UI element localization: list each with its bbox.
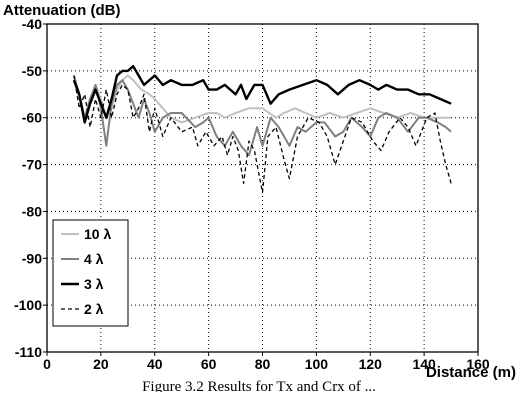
y-tick-label: -110	[15, 344, 42, 360]
x-tick-label: 40	[147, 356, 163, 372]
x-tick-label: 140	[412, 356, 436, 372]
figure-caption: Figure 3.2 Results for Tx and Crx of ...	[142, 379, 376, 392]
y-tick-label: -80	[22, 203, 42, 219]
series-line-4	[73, 75, 452, 194]
y-tick-label: -60	[22, 110, 42, 126]
y-tick-label: -50	[22, 63, 42, 79]
legend-label: 4 λ	[84, 251, 104, 267]
tick-labels: 0 20 40 60 80 100 120 140 160 -40 -50 -60 -70 -80 -90 -…	[14, 16, 490, 372]
legend: 10 λ 4 λ 3 λ 2 λ	[52, 219, 129, 327]
y-tick-label: -40	[22, 16, 42, 32]
series-line-2	[72, 75, 452, 157]
plot-frame	[46, 23, 479, 353]
x-tick-label: 60	[201, 356, 217, 372]
y-tick-label: -70	[22, 157, 42, 173]
x-axis-title: Distance (m)	[426, 364, 516, 381]
legend-label: 2 λ	[84, 301, 104, 317]
series-line-1	[72, 74, 452, 124]
x-tick-label: 160	[466, 356, 490, 372]
x-tick-label: 100	[305, 356, 329, 372]
series-group	[72, 65, 452, 194]
y-axis-title: Attenuation (dB)	[3, 2, 120, 19]
legend-label: 10 λ	[84, 226, 111, 242]
x-tick-label: 20	[93, 356, 109, 372]
legend-label: 3 λ	[84, 276, 104, 292]
x-tick-label: 0	[43, 356, 51, 372]
x-tick-label: 80	[255, 356, 271, 372]
grid	[43, 23, 479, 356]
x-tick-label: 120	[359, 356, 383, 372]
legend-box	[52, 219, 129, 327]
series-line-3	[72, 65, 452, 124]
y-tick-label: -90	[22, 250, 42, 266]
y-tick-label: -100	[14, 297, 42, 313]
